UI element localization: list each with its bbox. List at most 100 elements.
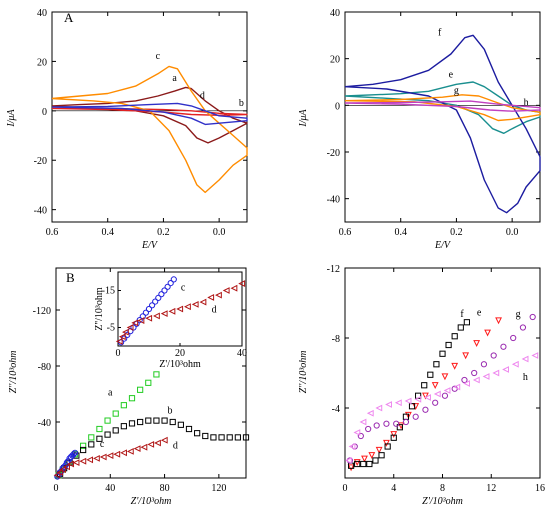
panel-b-point-b [177, 421, 184, 428]
panel-eis2-point-f [457, 324, 464, 331]
panel-cv2-series-g [344, 94, 541, 122]
panel-eis2-point-h [353, 429, 361, 436]
panel-b-point-a [137, 386, 144, 393]
panel-b-point-d [56, 468, 64, 476]
panel-eis2-xtick-label: 4 [391, 483, 396, 494]
panel-b-point-b [226, 434, 233, 441]
panel-b-inset-point-c [145, 305, 153, 313]
panel-a-ylabel: I/μA [6, 108, 17, 127]
panel-b-inset-series-d [115, 280, 246, 345]
panel-b-series-c [54, 449, 79, 480]
panel-eis2-series-label-g: g [516, 309, 521, 320]
panel-eis2-point-g [402, 418, 410, 426]
panel-eis2-point-e [431, 382, 439, 389]
panel-b-point-b [153, 417, 160, 424]
panel-b-point-b [234, 434, 241, 441]
panel-b-point-b [202, 432, 209, 440]
panel-eis2-point-h [453, 383, 461, 391]
panel-b-series-label-c: c [100, 439, 105, 450]
panel-b-point-d [154, 439, 161, 447]
panel-b-point-c [61, 463, 68, 470]
panel-eis2-point-f [378, 452, 385, 459]
panel-eis2-point-h [531, 352, 539, 359]
panel-b-point-b [120, 423, 127, 430]
panel-eis2-point-f [396, 424, 403, 431]
panel-eis2-point-g [480, 361, 488, 368]
panel-a-ytick-label: 0 [42, 107, 47, 118]
panel-b-inset-point-d [184, 303, 191, 311]
panel-b-inset-point-c [155, 294, 162, 301]
panel-eis2-point-g [529, 313, 536, 321]
panel-b-inset-xtick-label: 40 [237, 348, 247, 359]
panel-b-point-d [126, 447, 134, 455]
panel-eis2-ytick-label: -12 [327, 264, 340, 275]
panel-eis2-point-g [461, 376, 468, 384]
panel-eis2-point-h [394, 399, 402, 407]
panel-a-xtick-label: 0.2 [157, 227, 170, 238]
panel-eis2-point-g [500, 343, 507, 350]
panel-eis2-point-e [484, 329, 492, 337]
panel-b-inset-point-d [168, 307, 176, 315]
panel-a-series-c [51, 65, 248, 194]
panel-eis2-ytick-label: -4 [332, 404, 340, 415]
panel-eis2-point-g [393, 420, 400, 427]
panel-b-inset-point-d [160, 310, 168, 318]
panel-b-inset-point-d [126, 324, 134, 331]
panel-eis2-point-e [347, 464, 355, 472]
panel-cv2-xtick-label: 0.0 [506, 227, 519, 238]
panel-b-inset-point-d [238, 280, 246, 287]
panel-eis2-series-label-e: e [477, 307, 482, 318]
panel-eis2-series-h [344, 352, 539, 464]
panel-eis2-point-h [433, 390, 441, 398]
panel-b-inset-point-d [191, 300, 199, 308]
panel-eis2-point-h [511, 360, 519, 368]
panel-eis2-point-f [390, 434, 397, 441]
panel-b-inset-point-c [142, 309, 149, 316]
panel-b-panel-label: B [66, 270, 75, 285]
panel-b-series-label-d: d [173, 441, 178, 452]
panel-eis2-point-h [482, 373, 490, 380]
panel-b-inset-ylabel: Z''/10³ohm [94, 287, 105, 330]
panel-eis2-point-g [519, 324, 527, 331]
panel-b-point-a [145, 379, 152, 386]
panel-eis2-point-h [521, 355, 529, 363]
panel-b-inset-point-c [158, 291, 165, 298]
panel-eis2-point-h [492, 369, 500, 377]
panel-b-inset-point-c [149, 302, 156, 309]
panel-b-frame [55, 267, 247, 479]
panel-a-series-label-b: b [239, 98, 244, 109]
panel-eis2-point-h [443, 387, 451, 394]
panel-a-series-label-d: d [200, 90, 205, 101]
panel-b-inset-point-c [161, 287, 168, 294]
panel-b-inset-label-d: d [212, 305, 217, 316]
panel-cv2-xtick-label: 0.2 [450, 227, 463, 238]
panel-eis2-point-h [366, 409, 374, 417]
panel-eis2-point-g [346, 457, 353, 464]
panel-a-series-label-c: c [156, 51, 161, 62]
panel-b-ylabel: Z''/10³ohm [8, 351, 19, 394]
panel-eis2-point-f [372, 457, 379, 464]
panel-b-inset-point-d [137, 317, 145, 324]
panel-eis2-point-h [385, 401, 392, 408]
panel-cv2-xlabel: E/V [434, 240, 452, 251]
panel-b-inset-ytick-label: -15 [102, 286, 115, 297]
panel-a-xtick-label: 0.0 [213, 227, 226, 238]
panel-cv2-frame [344, 11, 541, 223]
panel-b-inset-point-d [207, 294, 215, 301]
panel-b-inset: 0 20 40 -5 -15 c d Z'/10³ohm Z''/10³ohm [94, 271, 247, 370]
panel-b-inset-point-d [145, 314, 153, 322]
panel-b-series-d [53, 436, 168, 479]
panel-eis2-point-g [441, 392, 449, 399]
panel-b-point-a [112, 410, 119, 417]
panel-a: 0.6 0.4 0.2 0.0 40 20 0 -20 -40 a b c d E/V I/μA A [6, 8, 248, 251]
panel-b-inset-point-c [152, 298, 159, 305]
panel-b-inset-point-d [199, 298, 207, 306]
panel-b-point-b [80, 446, 87, 454]
panel-eis2-point-e [368, 452, 376, 459]
panel-a-xtick-label: 0.6 [46, 227, 59, 238]
panel-b-point-b [145, 417, 152, 424]
panel-b-xtick-label: 0 [54, 483, 59, 494]
panel-b-point-b [96, 435, 103, 442]
panel-eis2-point-f [427, 371, 434, 378]
panel-a-series-d [51, 102, 248, 126]
